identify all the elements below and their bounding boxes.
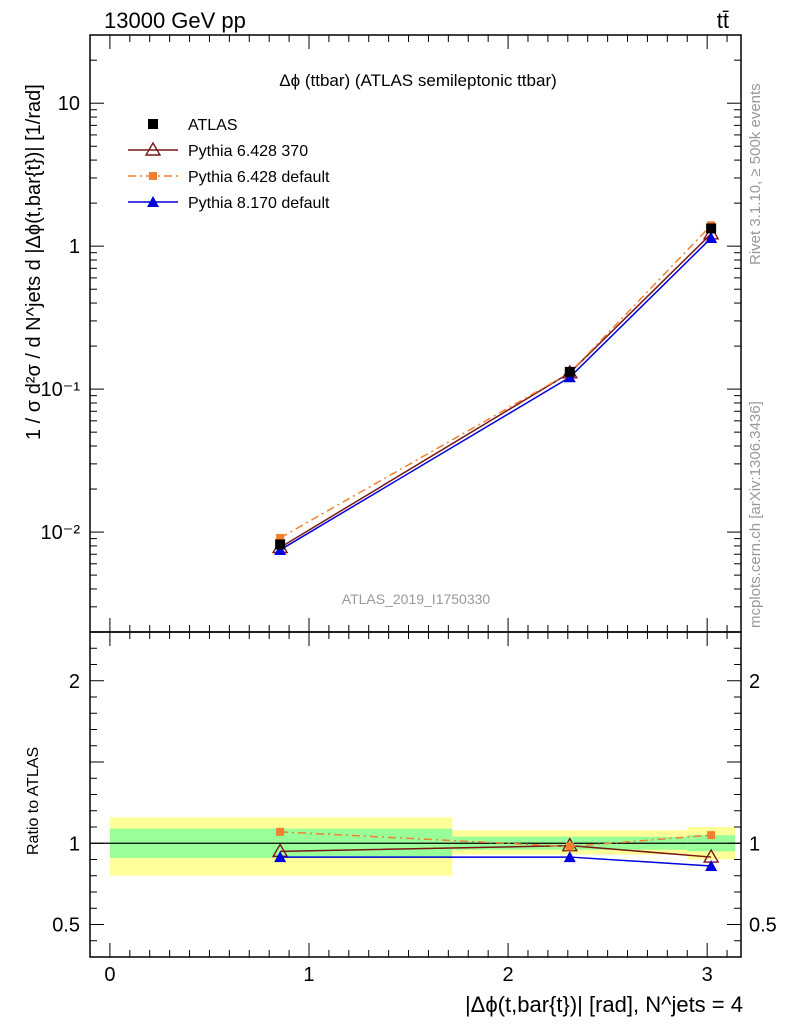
ratio-point-series-3 [705,860,718,871]
ratio-point-series-3 [274,851,287,863]
legend-marker [144,141,162,156]
ratio-point-series-3 [563,851,576,863]
x-axis-label: |Δϕ(t,bar{t})| [rad], N^jets = 4 [465,992,743,1017]
y-tick-label: 1 [69,236,80,258]
x-tick-label: 0 [104,964,115,986]
data-point-series-2 [276,533,285,542]
data-point-series-3 [274,543,287,555]
x-tick-label: 1 [303,964,314,986]
main-title: Δϕ (ttbar) (ATLAS semileptonic ttbar) [279,71,557,90]
series-line-3 [279,237,712,551]
ratio-frame [89,631,742,958]
legend-entry-label: Pythia 8.170 default [188,195,330,212]
ratio-y-tick-label: 2 [69,671,80,693]
analysis-watermark: ATLAS_2019_I1750330 [342,591,491,607]
rivet-version-label: Rivet 3.1.10, ≥ 500k events [747,83,764,265]
legend-entry-label: Pythia 6.428 default [188,169,330,186]
data-point-series-0 [275,539,286,550]
ratio-point-series-2 [565,842,574,851]
source-label: mcplots.cern.ch [arXiv:1306.3436] [747,401,764,628]
legend-marker [148,119,158,129]
legend-entry-label: Pythia 6.428 370 [188,143,308,160]
ratio-y-tick-label-right: 1 [749,833,760,855]
ratio-y-tick-label: 0.5 [52,915,80,937]
energy-label: 13000 GeV pp [104,8,246,33]
ratio-point-series-2 [707,831,716,840]
legend-marker [147,196,159,207]
process-label: tt̄ [717,8,729,33]
series-line-2 [279,224,712,539]
ratio-panel: 0.5 0.5 1 1 2 2 0 1 2 3 Ratio to ATLAS |Δϕ(t,bar{… [25,631,777,1017]
ratio-y-tick-label: 1 [69,833,80,855]
ratio-y-tick-label-right: 2 [749,671,760,693]
ratio-point-series-2 [276,827,285,836]
y-tick-label: 10⁻² [41,522,81,544]
data-point-series-0 [706,223,717,234]
y-tick-label: 10 [58,93,80,115]
main-y-axis-label: 1 / σ d²σ / d N^jets d |Δϕ(t,bar{t})| [1… [23,84,45,440]
main-panel: 10⁻² 10⁻¹ 1 10 Δϕ (ttbar) (ATLAS semilepton… [23,34,742,633]
legend: ATLAS Pythia 6.428 370 Pythia 6.428 defaul… [128,117,330,212]
x-tick-label: 2 [503,964,514,986]
x-tick-label: 3 [702,964,713,986]
ratio-y-tick-label-right: 0.5 [749,915,777,937]
data-point-series-0 [564,366,575,377]
ratio-plot-area [90,817,741,876]
legend-marker [149,172,157,180]
legend-entry-label: ATLAS [188,117,238,134]
ratio-y-axis-label: Ratio to ATLAS [25,747,42,855]
main-y-ticks: 10⁻² 10⁻¹ 1 10 [41,34,741,633]
ratio-ticks: 0.5 0.5 1 1 2 2 0 1 2 3 [52,631,777,986]
y-tick-label: 10⁻¹ [41,379,81,401]
data-point-series-3 [705,232,718,244]
main-plot-area [271,221,720,555]
